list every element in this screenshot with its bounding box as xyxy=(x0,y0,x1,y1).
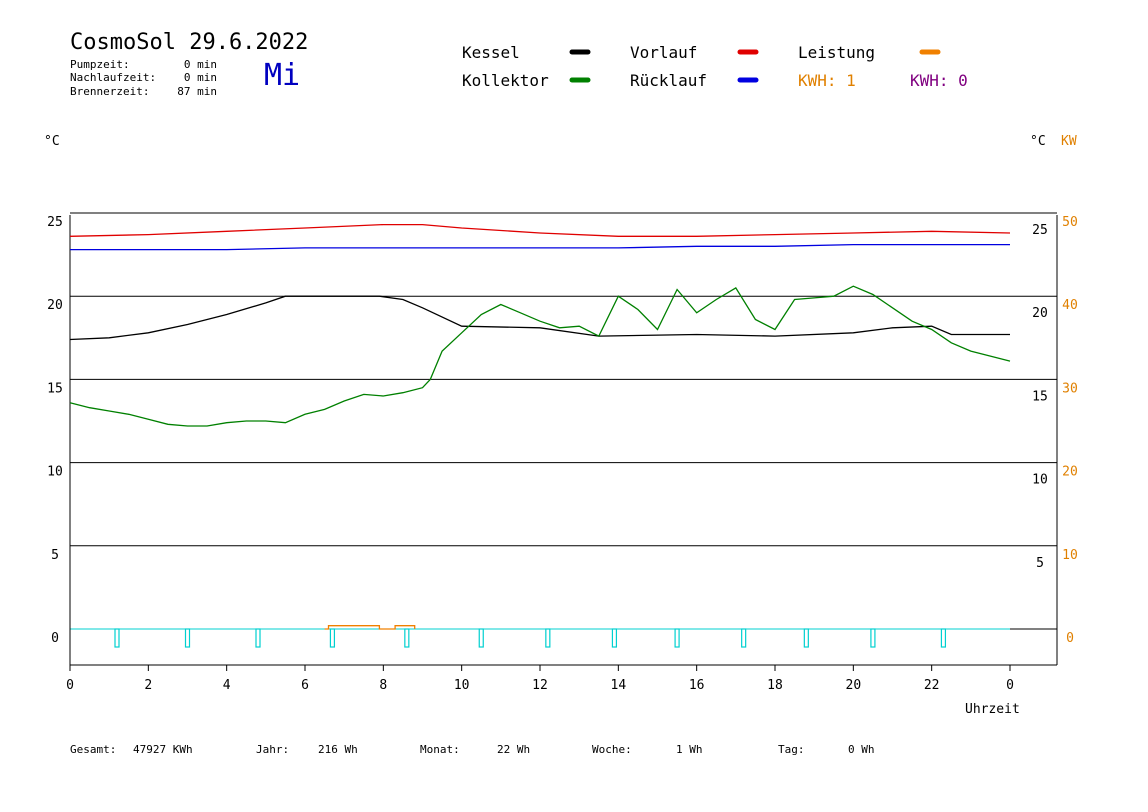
y-left-tick-label-3: 10 xyxy=(47,465,63,480)
legend-label-kollektor: Kollektor xyxy=(462,71,549,90)
y-left-tick-label-1: 20 xyxy=(47,298,63,313)
footer-jahr-value: 216 Wh xyxy=(318,743,358,756)
weekday-label: Mi xyxy=(264,58,301,93)
pump-pulse-4 xyxy=(404,628,410,648)
y-kw-tick-label-2: 30 xyxy=(1062,381,1078,396)
y-left-tick-label-5: 0 xyxy=(51,631,59,646)
series-line-kollektor xyxy=(69,285,1011,427)
pump-pulse-5 xyxy=(478,628,484,648)
series-line-vorlauf xyxy=(69,223,1011,237)
x-tick-label-7: 14 xyxy=(611,678,627,693)
y-kw-tick-label-4: 10 xyxy=(1062,548,1078,563)
legend-kwh2: KWH: 0 xyxy=(910,71,968,90)
y-left-tick-label-0: 25 xyxy=(47,215,63,230)
series-line-rcklauf xyxy=(70,243,1010,251)
y-left-tick-label-4: 5 xyxy=(51,548,59,563)
legend-label-ruecklauf: Rücklauf xyxy=(630,71,708,90)
x-axis-label: Uhrzeit xyxy=(965,702,1020,717)
left-axis-unit: °C xyxy=(44,134,60,149)
footer-monat-label: Monat: xyxy=(420,743,460,756)
x-tick-label-6: 12 xyxy=(532,678,548,693)
pump-pulse-3 xyxy=(329,628,336,648)
footer-tag-value: 0 Wh xyxy=(848,743,875,756)
y-right-tick-label-3: 10 xyxy=(1032,473,1048,488)
pump-pulse-9 xyxy=(741,628,747,648)
pump-pulse-7 xyxy=(611,628,618,648)
footer-woche-label: Woche: xyxy=(592,743,632,756)
footer-monat-value: 22 Wh xyxy=(497,743,531,756)
legend-kwh1: KWH: 1 xyxy=(798,71,856,90)
footer-tag-label: Tag: xyxy=(778,743,805,756)
y-right-tick-label-1: 20 xyxy=(1032,306,1048,321)
x-tick-label-1: 2 xyxy=(144,678,152,693)
stat-nachlauf-label: Nachlaufzeit: xyxy=(70,71,157,84)
stat-pump-label: Pumpzeit: xyxy=(70,58,130,71)
footer-jahr-label: Jahr: xyxy=(256,743,290,756)
stat-brenner-label: Brennerzeit: xyxy=(70,85,150,98)
y-kw-tick-label-3: 20 xyxy=(1062,465,1078,480)
y-left-tick-label-2: 15 xyxy=(47,381,63,396)
y-kw-tick-label-5: 0 xyxy=(1066,631,1074,646)
y-kw-tick-label-1: 40 xyxy=(1062,298,1078,313)
x-tick-label-5: 10 xyxy=(454,678,470,693)
legend-label-vorlauf: Vorlauf xyxy=(630,43,698,62)
x-tick-label-12: 0 xyxy=(1006,678,1014,693)
right-axis-unit: °C xyxy=(1030,134,1046,149)
right-axis-unit-kw: KW xyxy=(1061,134,1077,149)
y-right-tick-label-2: 15 xyxy=(1032,389,1048,404)
x-tick-label-10: 20 xyxy=(846,678,862,693)
x-tick-label-2: 4 xyxy=(223,678,231,693)
x-tick-label-4: 8 xyxy=(379,678,387,693)
y-kw-tick-label-0: 50 xyxy=(1062,215,1078,230)
pump-pulse-11 xyxy=(870,628,876,648)
legend-label-leistung: Leistung xyxy=(798,43,876,62)
x-tick-label-8: 16 xyxy=(689,678,705,693)
pump-pulse-0 xyxy=(114,628,120,648)
footer-woche-value: 1 Wh xyxy=(676,743,703,756)
footer-gesamt-label: Gesamt: xyxy=(70,743,117,756)
y-right-tick-label-0: 25 xyxy=(1032,223,1048,238)
pump-pulse-12 xyxy=(940,628,947,648)
footer-gesamt-value: 47927 KWh xyxy=(133,743,193,756)
pump-pulse-8 xyxy=(674,628,680,648)
x-tick-label-3: 6 xyxy=(301,678,309,693)
pump-pulse-1 xyxy=(184,628,191,648)
pump-pulse-2 xyxy=(255,628,261,648)
stat-nachlauf-value: 0 min xyxy=(183,71,217,84)
x-tick-label-0: 0 xyxy=(66,678,74,693)
page-title: CosmoSol 29.6.2022 xyxy=(70,30,309,55)
pump-pulse-6 xyxy=(545,628,551,648)
series-line-leistung xyxy=(324,625,416,630)
stat-pump-value: 0 min xyxy=(183,58,217,71)
stat-brenner-value: 87 min xyxy=(177,85,217,98)
series-line-kessel xyxy=(69,295,1010,341)
x-tick-label-11: 22 xyxy=(924,678,940,693)
legend-label-kessel: Kessel xyxy=(462,43,520,62)
x-tick-label-9: 18 xyxy=(767,678,783,693)
pump-pulse-10 xyxy=(803,628,809,648)
y-right-tick-label-4: 5 xyxy=(1036,556,1044,571)
